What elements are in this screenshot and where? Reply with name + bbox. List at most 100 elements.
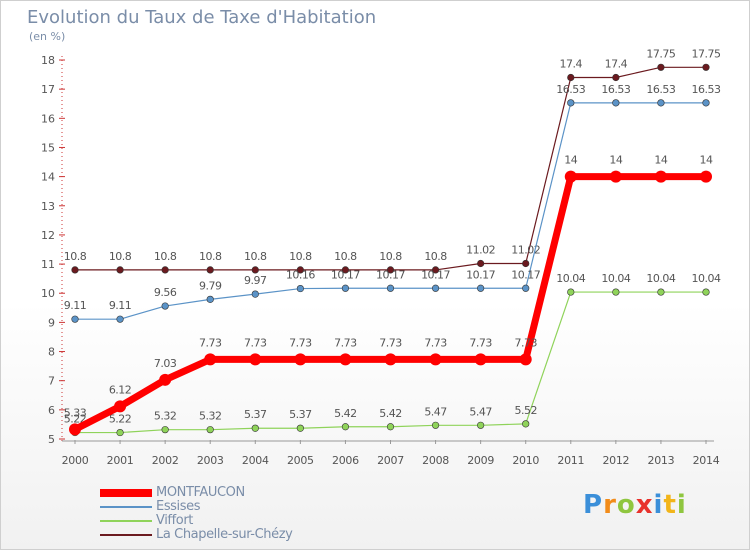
legend-item: Viffort (100, 513, 400, 528)
data-point (519, 353, 532, 366)
legend-label: Essises (156, 499, 201, 514)
data-label: 11.02 (466, 243, 495, 256)
data-label: 16.53 (646, 83, 675, 96)
data-point (69, 423, 81, 436)
data-label: 10.17 (331, 268, 360, 281)
data-point (612, 288, 620, 296)
chart-unit-label: (en %) (29, 30, 66, 43)
data-label: 14 (564, 154, 577, 167)
data-label: 10.8 (199, 250, 222, 263)
data-point (567, 99, 575, 107)
x-tick-label: 2003 (197, 454, 224, 467)
data-point (251, 290, 259, 298)
data-label: 7.73 (334, 336, 357, 349)
data-label: 11.02 (511, 243, 540, 256)
y-tick-label: 10 (41, 287, 55, 300)
legend-label: La Chapelle-sur-Chézy (156, 527, 293, 542)
data-label: 7.73 (289, 336, 312, 349)
data-label: 7.73 (424, 336, 447, 349)
data-label: 10.17 (511, 268, 540, 281)
data-point (612, 99, 620, 107)
data-point (654, 170, 667, 183)
data-point (71, 315, 79, 323)
data-point (477, 259, 485, 268)
data-point (341, 423, 350, 431)
data-point (206, 266, 214, 274)
data-label: 10.04 (556, 272, 585, 285)
x-tick-label: 2006 (332, 454, 359, 467)
data-label: 16.53 (601, 83, 630, 96)
data-label: 10.17 (376, 268, 405, 281)
x-tick-label: 2008 (422, 454, 449, 467)
data-point (564, 170, 577, 183)
x-tick-label: 2001 (107, 454, 134, 467)
data-label: 10.8 (334, 250, 357, 263)
data-point (159, 373, 172, 386)
data-label: 5.37 (244, 408, 267, 421)
data-point (431, 266, 440, 274)
y-tick-label: 17 (41, 83, 55, 96)
data-point (161, 266, 169, 274)
data-label: 17.75 (692, 47, 721, 60)
data-label: 10.16 (286, 269, 315, 282)
data-label: 6.12 (109, 383, 132, 396)
x-tick-label: 2013 (648, 454, 675, 467)
data-point (429, 353, 442, 366)
x-tick-label: 2012 (602, 454, 629, 467)
legend-item: La Chapelle-sur-Chézy (100, 527, 400, 542)
data-point (116, 315, 124, 323)
data-point (71, 266, 79, 274)
y-tick-label: 11 (41, 258, 55, 271)
data-label: 14 (654, 154, 667, 167)
data-label: 10.17 (421, 268, 450, 281)
x-tick-label: 2004 (242, 454, 269, 467)
y-tick-label: 15 (41, 141, 55, 154)
data-point (522, 420, 530, 428)
data-label: 9.11 (109, 299, 132, 312)
data-point (116, 428, 124, 437)
data-point (341, 266, 350, 274)
data-label: 10.04 (692, 272, 721, 285)
data-label: 10.8 (64, 250, 87, 263)
data-label: 17.4 (560, 57, 583, 70)
data-label: 7.73 (379, 336, 402, 349)
data-point (384, 353, 397, 366)
legend-swatch (100, 506, 152, 508)
series-line-la-chapelle-sur-ch-zy (74, 66, 707, 271)
data-label: 14 (609, 154, 622, 167)
data-point (567, 288, 575, 296)
data-point (386, 266, 395, 274)
data-label: 10.8 (109, 250, 132, 263)
data-label: 7.73 (469, 336, 492, 349)
data-point (474, 353, 487, 366)
data-point (296, 284, 304, 293)
data-label: 10.04 (601, 272, 630, 285)
legend-swatch (100, 520, 152, 522)
data-point (477, 421, 485, 429)
data-point (251, 424, 259, 432)
data-point (702, 63, 710, 71)
data-point (657, 99, 665, 107)
data-label: 10.04 (646, 272, 675, 285)
data-point (204, 353, 217, 366)
data-label: 7.03 (154, 357, 177, 370)
data-point (341, 284, 350, 292)
data-point (114, 400, 127, 413)
data-label: 10.8 (424, 250, 447, 263)
x-tick-label: 2011 (557, 454, 584, 467)
data-point (612, 73, 620, 82)
x-tick-label: 2007 (377, 454, 404, 467)
data-label: 5.33 (64, 406, 87, 419)
x-tick-label: 2010 (512, 454, 539, 467)
y-tick-label: 7 (48, 375, 55, 388)
data-point (477, 284, 485, 292)
data-label: 5.32 (154, 410, 177, 423)
data-point (386, 284, 395, 292)
data-label: 5.37 (289, 408, 312, 421)
data-label: 5.22 (64, 413, 87, 426)
y-tick-label: 13 (41, 200, 55, 213)
legend-swatch (100, 534, 152, 536)
data-point (296, 266, 304, 274)
data-point (609, 170, 622, 183)
data-label: 5.52 (514, 404, 537, 417)
